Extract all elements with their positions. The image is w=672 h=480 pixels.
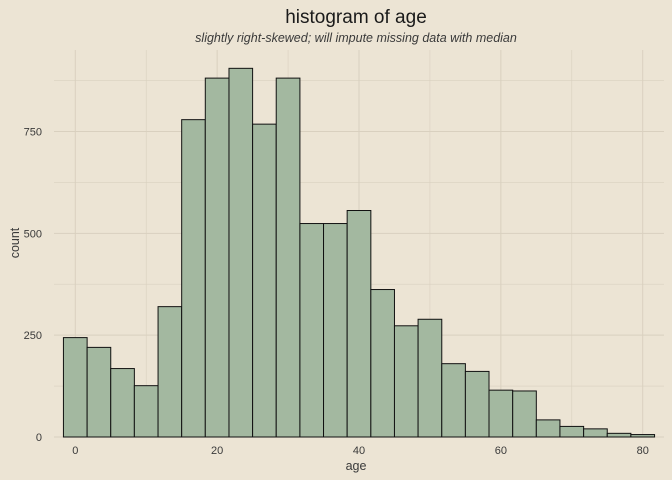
x-tick-label: 80 (637, 445, 649, 457)
chart-subtitle: slightly right-skewed; will impute missi… (195, 31, 517, 45)
chart-title: histogram of age (285, 7, 427, 28)
histogram-bar (393, 325, 419, 438)
x-axis-ticks: 0 20 40 60 80 (72, 445, 649, 457)
histogram-bar (512, 390, 537, 438)
x-tick-label: 0 (72, 445, 78, 457)
histogram-bar (535, 419, 561, 438)
histogram-bar (370, 289, 395, 438)
y-axis-ticks: 0 250 500 750 (24, 126, 42, 444)
histogram-bar (464, 370, 490, 438)
bars (62, 67, 656, 438)
x-tick-label: 60 (495, 445, 507, 457)
histogram-bar (630, 434, 656, 438)
y-axis-label: count (8, 227, 22, 258)
y-tick-label: 750 (24, 126, 42, 138)
y-tick-label: 250 (24, 330, 42, 342)
histogram-bar (559, 425, 585, 438)
histogram-bar (204, 77, 230, 438)
histogram-bar (323, 223, 348, 438)
histogram-bar (583, 428, 608, 438)
y-tick-label: 500 (24, 228, 42, 240)
histogram-bar (86, 346, 112, 438)
x-tick-label: 20 (211, 445, 223, 457)
histogram-bar (275, 77, 301, 438)
histogram-bar (157, 306, 183, 438)
histogram-bar (417, 318, 443, 438)
histogram-bar (299, 223, 325, 438)
histogram-bar (62, 337, 88, 438)
histogram-bar (606, 432, 632, 438)
histogram-bar (488, 389, 514, 438)
histogram-bar (441, 363, 466, 438)
histogram-bar (252, 123, 277, 438)
histogram-bar (110, 368, 135, 438)
x-tick-label: 40 (353, 445, 365, 457)
histogram-bar (228, 67, 254, 438)
histogram-bar (346, 210, 372, 438)
y-tick-label: 0 (36, 432, 42, 444)
histogram-bar (133, 385, 159, 438)
histogram-bar (181, 119, 206, 438)
x-axis-label: age (346, 459, 367, 473)
